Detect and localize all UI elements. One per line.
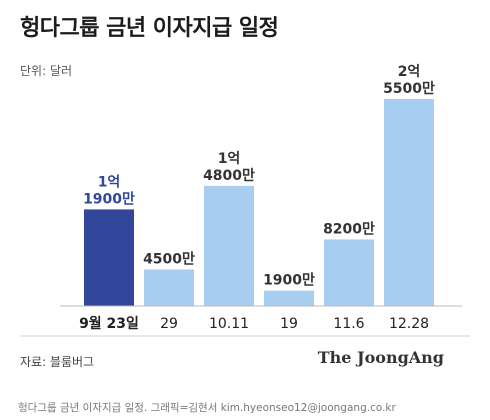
chart-title: 헝다그룹 금년 이자지급 일정 — [20, 16, 279, 41]
category-label-3: 19 — [280, 316, 298, 332]
value-label-4-0: 8200만 — [323, 221, 375, 237]
bar-1 — [144, 269, 194, 306]
source-label: 자료: 블룸버그 — [20, 355, 95, 369]
bar-0 — [84, 209, 134, 306]
graphic-credit: 헝다그룹 금년 이자지급 일정. 그래픽=김현서 kim.hyeonseo12@… — [18, 402, 396, 414]
brand-logo: The JoongAng — [317, 348, 444, 367]
value-label-2-1: 4800만 — [203, 168, 255, 184]
value-label-1-0: 4500만 — [143, 251, 195, 267]
value-label-3-0: 1900만 — [263, 273, 315, 289]
category-label-2: 10.11 — [209, 316, 249, 332]
category-label-4: 11.6 — [333, 316, 364, 332]
value-label-5-0: 2억 — [398, 64, 421, 80]
value-label-5-1: 5500만 — [383, 81, 435, 97]
bar-3 — [264, 290, 314, 306]
value-label-2-0: 1억 — [218, 151, 241, 167]
bar-2 — [204, 185, 254, 306]
value-label-0-1: 1900만 — [83, 191, 135, 207]
bar-5 — [384, 99, 434, 306]
bar-4 — [324, 239, 374, 306]
category-label-5: 12.28 — [389, 316, 429, 332]
category-label-0: 9월 23일 — [79, 315, 139, 332]
category-label-1: 29 — [160, 316, 178, 332]
value-label-0-0: 1억 — [98, 174, 121, 190]
unit-label: 단위: 달러 — [20, 64, 73, 78]
